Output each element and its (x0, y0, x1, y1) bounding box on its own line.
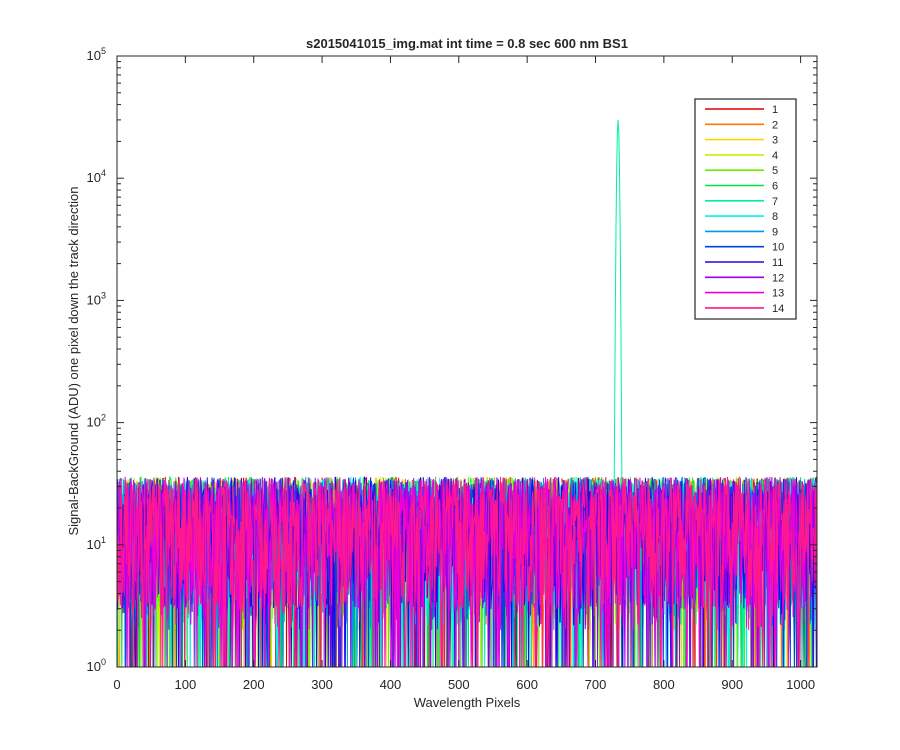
y-tick-label: 101 (87, 535, 106, 552)
legend-label-9: 9 (772, 226, 778, 238)
x-tick-label: 200 (243, 677, 265, 692)
x-tick-label: 1000 (786, 677, 815, 692)
legend-label-14: 14 (772, 303, 784, 315)
x-tick-label: 600 (516, 677, 538, 692)
x-tick-label: 400 (380, 677, 402, 692)
x-tick-label: 800 (653, 677, 675, 692)
y-tick-label: 103 (87, 290, 106, 307)
legend-label-10: 10 (772, 242, 784, 254)
legend-label-13: 13 (772, 288, 784, 300)
y-tick-label: 100 (87, 657, 106, 674)
series-layer (117, 119, 818, 668)
legend-label-4: 4 (772, 150, 778, 162)
plot-frame (116, 55, 818, 668)
x-tick-label: 700 (585, 677, 607, 692)
x-tick-label: 300 (311, 677, 333, 692)
legend-label-12: 12 (772, 272, 784, 284)
y-axis-label: Signal-BackGround (ADU) one pixel down t… (66, 186, 81, 535)
legend-label-5: 5 (772, 165, 778, 177)
x-axis-label: Wavelength Pixels (414, 695, 521, 710)
legend-box (694, 98, 797, 320)
axis-layer: 0 100 200 300 400 500 600 700 800 900 100010010110… (87, 46, 817, 692)
legend-label-1: 1 (772, 104, 778, 116)
legend-label-3: 3 (772, 135, 778, 147)
x-tick-label: 500 (448, 677, 470, 692)
legend-label-8: 8 (772, 211, 778, 223)
x-tick-label: 0 (113, 677, 120, 692)
legend-label-6: 6 (772, 181, 778, 193)
legend-label-2: 2 (772, 119, 778, 131)
y-tick-label: 104 (87, 168, 106, 185)
x-tick-label: 100 (175, 677, 197, 692)
y-tick-label: 102 (87, 413, 106, 430)
x-tick-label: 900 (721, 677, 743, 692)
legend-label-11: 11 (772, 257, 783, 269)
chart-title: s2015041015_img.mat int time = 0.8 sec 6… (306, 36, 628, 51)
y-tick-label: 105 (87, 46, 106, 63)
legend-label-7: 7 (772, 196, 778, 208)
series-line-14 (117, 476, 818, 668)
